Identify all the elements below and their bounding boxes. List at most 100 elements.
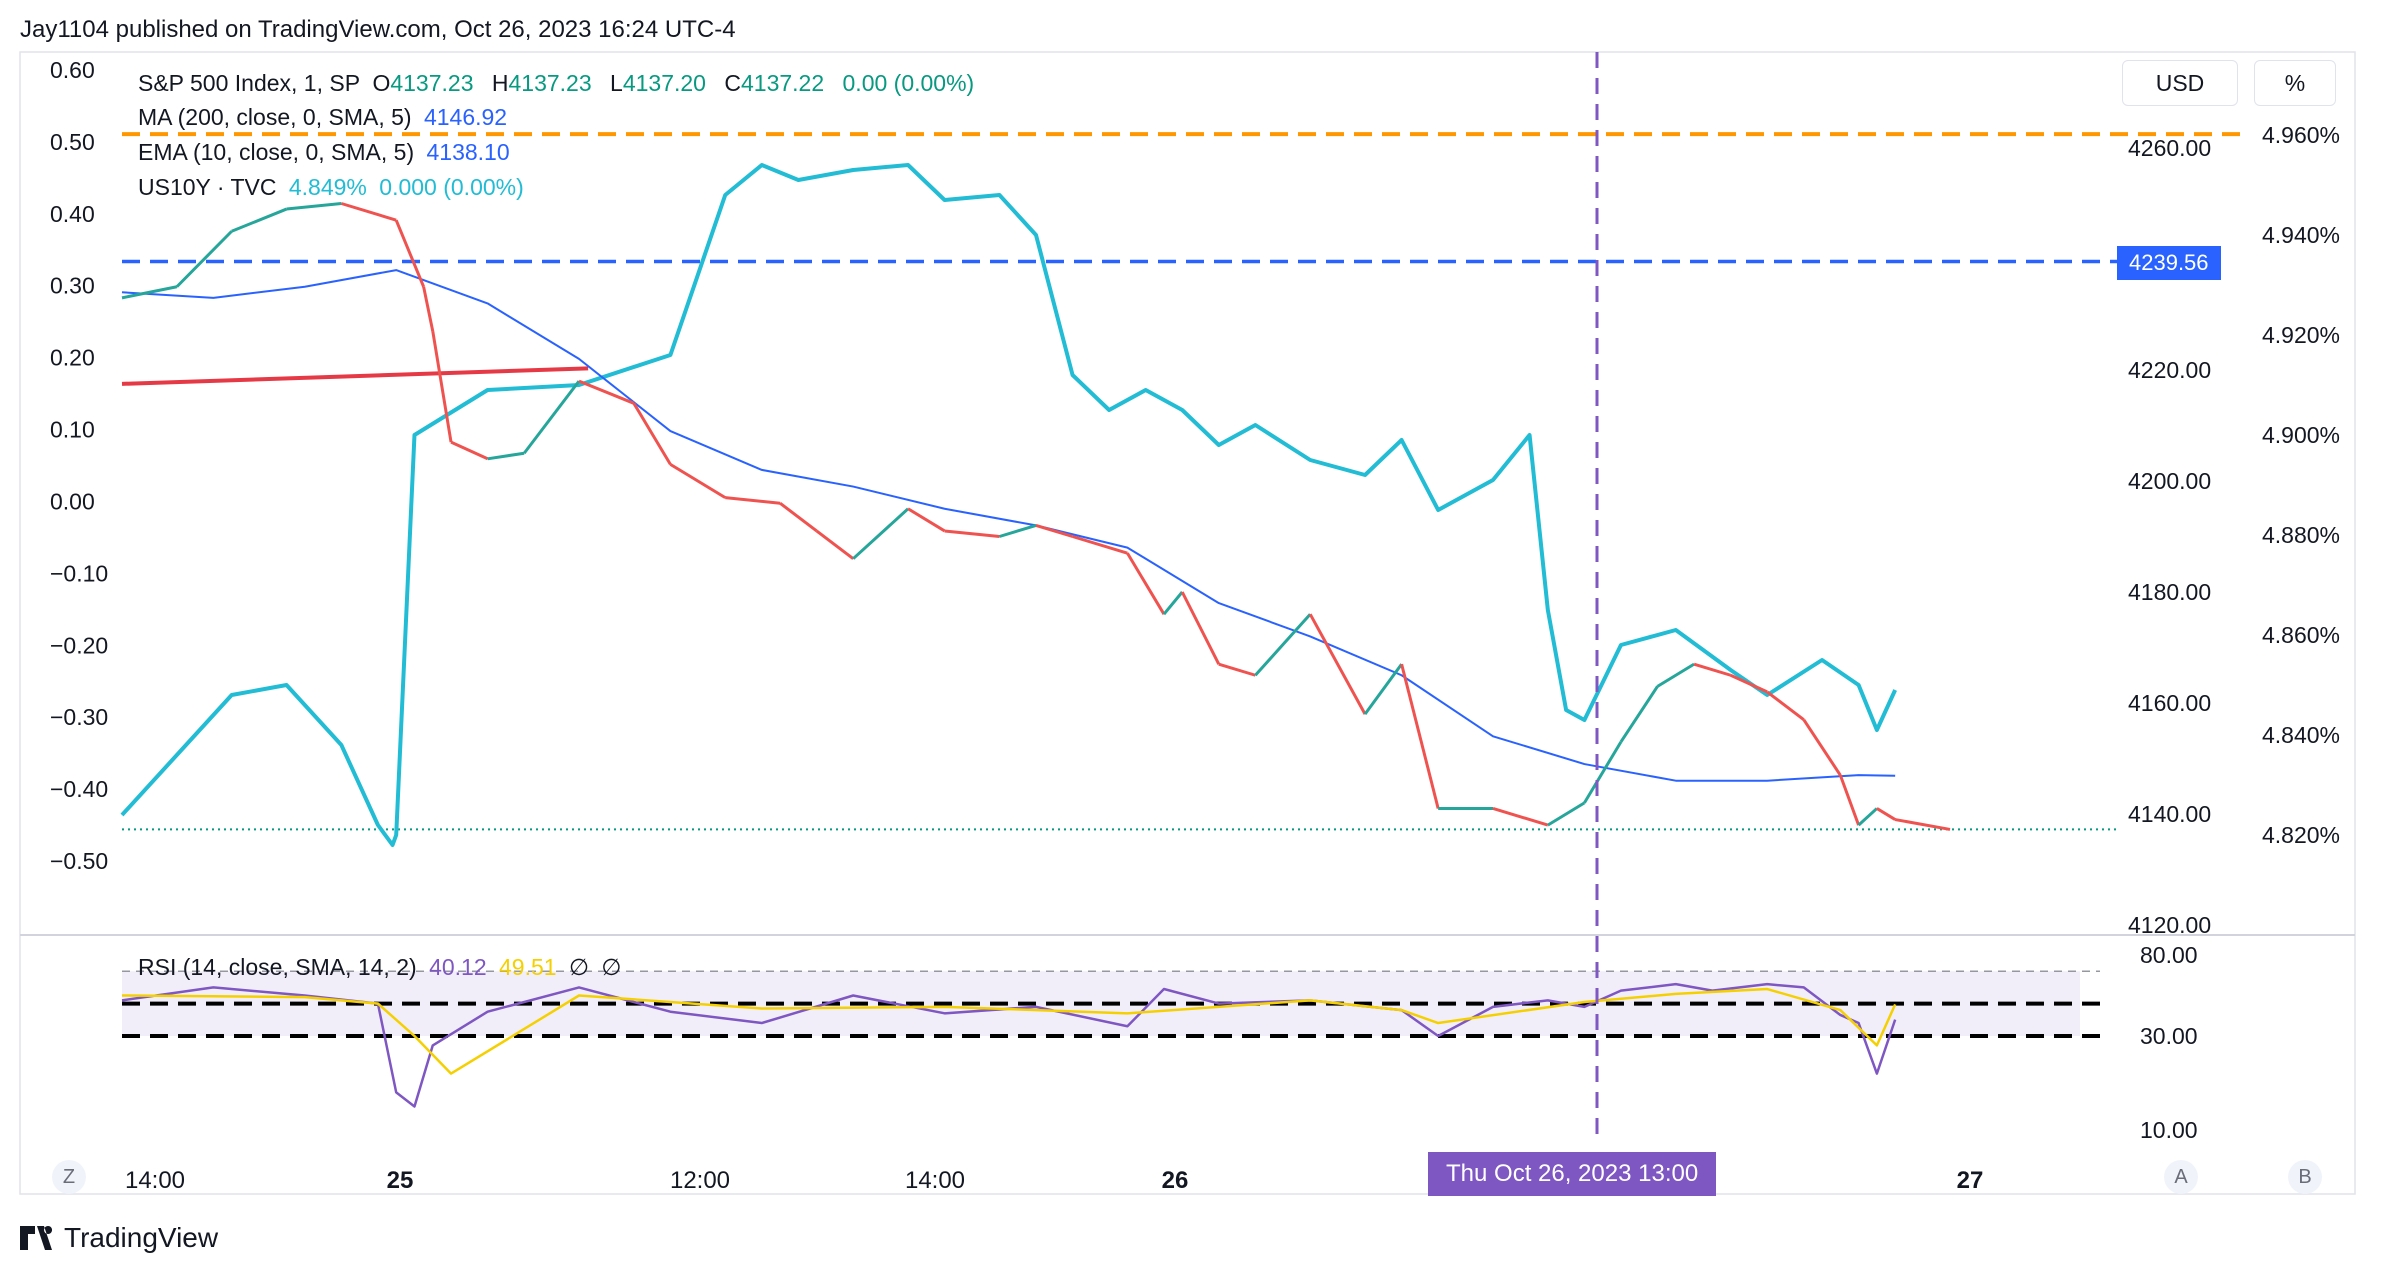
us10y-value: 4.849%	[288, 174, 367, 200]
rsi-name: RSI (14, close, SMA, 14, 2)	[138, 954, 417, 980]
rsi-ma-value: 49.51	[499, 954, 557, 980]
price-axis-tick: 4260.00	[2128, 135, 2211, 161]
time-axis-tick: 25	[387, 1167, 414, 1194]
left-axis-tick: 0.00	[50, 488, 95, 514]
us10y-change: 0.000 (0.00%)	[379, 174, 524, 200]
sp500-segment	[1162, 591, 1184, 616]
legend-rsi[interactable]: RSI (14, close, SMA, 14, 2) 40.12 49.51 …	[138, 954, 627, 981]
rsi-extra-2: ∅	[601, 954, 622, 980]
sp500-segment	[1547, 801, 1586, 827]
legend-ema[interactable]: EMA (10, close, 0, SMA, 5) 4138.10	[138, 139, 516, 166]
sp500-segment	[1492, 807, 1549, 827]
left-axis-tick: −0.10	[50, 560, 108, 586]
sp500-segment	[1308, 613, 1367, 715]
sp500-segment	[394, 219, 426, 288]
sp500-segment	[340, 202, 397, 222]
c-value-group: C4137.22	[724, 70, 830, 96]
rsi-ma-line	[121, 987, 1897, 1075]
currency-button[interactable]: USD	[2122, 60, 2238, 106]
c-label: C	[724, 70, 741, 96]
sp500-segment	[852, 507, 910, 560]
sp500-segment	[1583, 741, 1623, 804]
left-axis-tick: −0.30	[50, 704, 108, 730]
time-axis-tick: 27	[1957, 1167, 1984, 1194]
sp500-segment	[422, 286, 435, 332]
left-axis-tick: 0.40	[50, 201, 95, 227]
legend-us10y[interactable]: US10Y · TVC 4.849% 0.000 (0.00%)	[138, 174, 530, 201]
ema-name: EMA (10, close, 0, SMA, 5)	[138, 139, 415, 165]
o-value: 4137.23	[390, 70, 474, 96]
series-layer	[120, 163, 1951, 1108]
yield-axis-tick: 4.960%	[2262, 122, 2340, 148]
horizontal-lines	[121, 132, 2245, 831]
yield-axis-tick: 4.860%	[2262, 622, 2340, 648]
trendline	[121, 366, 589, 386]
legend-ma[interactable]: MA (200, close, 0, SMA, 5) 4146.92	[138, 104, 513, 131]
price-axis-tick: 4220.00	[2128, 357, 2211, 383]
crosshair-time-label: Thu Oct 26, 2023 13:00	[1428, 1152, 1717, 1196]
sp500-segment	[1363, 663, 1403, 715]
us10y-name: US10Y · TVC	[138, 174, 277, 200]
sp500-segment	[1838, 774, 1861, 826]
o-value-group: O4137.23	[372, 70, 479, 96]
sp500-segment	[1072, 535, 1128, 555]
sp500-segment	[522, 380, 581, 455]
sp500-segment	[1876, 807, 1896, 821]
time-axis-tick: 26	[1162, 1167, 1189, 1194]
l-label: L	[610, 70, 623, 96]
right-axis: 4260.00 4220.00 4200.00 4180.00 4160.00 4140.…	[2128, 122, 2340, 1143]
ma-line	[121, 269, 1896, 782]
c-value: 4137.22	[740, 70, 825, 96]
sp500-segment	[1619, 685, 1659, 743]
percent-button[interactable]: %	[2254, 60, 2336, 106]
left-axis-tick: 0.30	[50, 273, 95, 299]
h-label: H	[491, 70, 509, 96]
price-badge: 4239.56	[2117, 246, 2221, 280]
sp500-segment	[431, 330, 453, 443]
l-value-group: L4137.20	[610, 70, 712, 96]
price-axis-tick: 4140.00	[2128, 801, 2211, 827]
h-value-group: H4137.23	[492, 70, 598, 96]
yield-axis-tick: 4.840%	[2262, 722, 2340, 748]
time-axis-tick: 12:00	[670, 1167, 730, 1194]
time-axis-tick: 14:00	[125, 1167, 185, 1194]
zoom-button[interactable]: Z	[52, 1160, 86, 1194]
sp500-segment	[669, 463, 727, 499]
sp500-segment	[1802, 718, 1842, 776]
sp500-segment	[779, 502, 818, 533]
tradingview-logo[interactable]: TradingView	[20, 1222, 218, 1254]
yield-axis-tick: 4.920%	[2262, 322, 2340, 348]
left-axis-tick: −0.50	[50, 848, 108, 874]
left-axis: 0.60 0.50 0.40 0.30 0.20 0.10 0.00 −0.10 −0.20 −0…	[50, 57, 108, 874]
h-value: 4137.23	[508, 70, 592, 96]
rsi-axis-tick: 80.00	[2140, 942, 2198, 968]
chart-frame	[19, 51, 2356, 1195]
left-axis-tick: 0.60	[50, 57, 95, 83]
legend-sp500[interactable]: S&P 500 Index, 1, SP O4137.23 H4137.23 L…	[138, 70, 980, 97]
price-axis-tick: 4200.00	[2128, 468, 2211, 494]
rsi-line	[121, 982, 1897, 1108]
left-axis-tick: −0.20	[50, 632, 108, 658]
sp500-segment	[578, 379, 635, 405]
o-label: O	[372, 70, 391, 96]
sp500-segment	[815, 529, 855, 560]
time-axis-tick: 14:00	[905, 1167, 965, 1194]
log-scale-button[interactable]: B	[2288, 1160, 2322, 1194]
rsi-axis-tick: 10.00	[2140, 1117, 2198, 1143]
us10y-line	[120, 163, 1897, 847]
price-axis-tick: 4180.00	[2128, 579, 2211, 605]
time-axis: 14:00 25 12:00 14:00 26 27	[125, 1167, 1983, 1194]
left-axis-tick: 0.10	[50, 417, 95, 443]
sp500-segment	[1894, 818, 1951, 831]
sp500-segment	[450, 440, 489, 461]
sp500-segment	[1400, 663, 1440, 809]
left-axis-tick: 0.20	[50, 345, 95, 371]
sp500-segment	[1126, 552, 1166, 615]
auto-scale-button[interactable]: A	[2164, 1160, 2198, 1194]
sp500-segment	[1656, 662, 1695, 688]
sp500-segment	[1218, 662, 1256, 677]
rsi-bands	[122, 970, 2100, 1038]
sp500-name: S&P 500 Index, 1, SP	[138, 70, 361, 96]
price-axis-tick: 4120.00	[2128, 912, 2211, 938]
